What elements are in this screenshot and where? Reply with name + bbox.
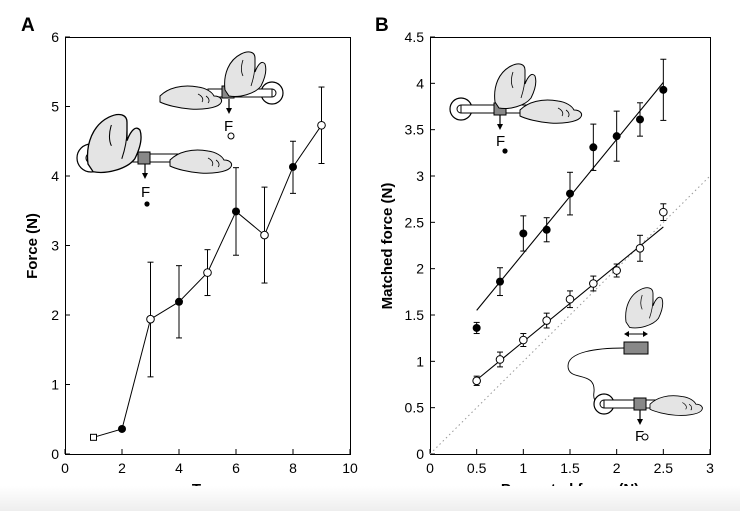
panel-b-series-2-point — [565, 294, 575, 304]
bottom-fade — [0, 486, 740, 511]
panel-a-illustration-1: F — [159, 51, 284, 140]
panel-b-series-1-point — [566, 189, 574, 198]
force-label: F — [224, 118, 233, 135]
panel-b-x-tick-label: 1.5 — [560, 460, 580, 476]
panel-a-x-tick-label: 0 — [61, 460, 69, 476]
panel-a-point — [317, 120, 326, 130]
panel-a-y-tick-label: 4 — [51, 168, 59, 184]
panel-a-x-tick-label: 10 — [342, 460, 358, 476]
panel-b-series-1-point — [636, 115, 644, 124]
hand-top-icon — [86, 113, 142, 174]
panel-b-series-2-point — [519, 335, 528, 345]
open-marker-icon — [227, 132, 235, 140]
panel-b-series-1-point — [659, 85, 668, 94]
panel-b-x-tick-label: 2.5 — [654, 460, 674, 476]
panel-b-series-1-point — [589, 143, 598, 152]
panel-b-frame — [430, 37, 711, 455]
sensor-block-icon — [137, 151, 151, 165]
panel-b-reference-line — [429, 175, 711, 455]
panel-a-x-tick-label: 6 — [232, 460, 240, 476]
panel-b-x-tick-label: 0 — [426, 460, 434, 476]
panel-b-series-1-point — [519, 229, 528, 238]
panel-a-y-tick-label: 6 — [51, 29, 59, 45]
panel-b-y-tick-label: 2 — [416, 261, 424, 277]
panel-a-point — [203, 268, 212, 277]
panel-b-illustration-1: F — [449, 63, 583, 154]
panel-b-y-tick-label: 4 — [416, 75, 424, 91]
panel-a-illustration-2: F — [76, 113, 233, 207]
panel-b-series-2-point — [635, 243, 645, 253]
open-marker-icon — [641, 433, 649, 441]
filled-marker-icon — [502, 148, 508, 154]
panel-b-series-2-point — [612, 266, 621, 275]
panel-a-x-tick-label: 4 — [175, 460, 183, 476]
panel-b-series-2-point — [472, 376, 481, 386]
panel-a-label: A — [21, 15, 35, 36]
panel-a-y-tick-label: 2 — [51, 307, 59, 323]
panel-b-x-tick-label: 0.5 — [467, 460, 487, 476]
panel-b-x-tick-label: 2 — [613, 460, 621, 476]
filled-marker-icon — [144, 201, 150, 207]
panel-b-y-tick-label: 1 — [416, 353, 424, 369]
panel-a-x-tick-label: 2 — [118, 460, 126, 476]
hand-side-icon — [519, 99, 583, 124]
panel-a-point — [175, 297, 183, 306]
panel-a-point — [260, 230, 269, 240]
panel-b-y-tick-label: 3 — [416, 168, 424, 184]
panel-a-point — [289, 162, 297, 171]
panel-b-y-tick-label: 1.5 — [405, 307, 425, 323]
panel-b-ticks — [429, 36, 711, 455]
force-label: F — [496, 133, 505, 150]
panel-a-y-tick-label: 0 — [51, 446, 59, 462]
panel-a-series — [90, 86, 326, 441]
panel-a-point — [90, 433, 97, 441]
panel-b-illustration-2: F — [567, 287, 703, 445]
force-label: F — [141, 184, 150, 201]
panel-b-series-2-point — [495, 355, 505, 364]
panel-a-tick-labels: 0 2 4 6 8 10 0 1 2 3 4 5 6 — [51, 29, 358, 476]
panel-a-y-tick-label: 5 — [51, 99, 59, 115]
hand-side-icon — [649, 395, 703, 416]
panel-b-identity-line — [429, 175, 711, 455]
panel-b-y-tick-label: 3.5 — [405, 122, 425, 138]
panel-a-y-tick-label: 3 — [51, 238, 59, 254]
panel-b-y-tick-label: 0 — [416, 446, 424, 462]
panel-a-ticks — [64, 36, 351, 455]
panel-b-label: B — [375, 15, 389, 36]
panel-b-y-tick-label: 2.5 — [405, 214, 425, 230]
panel-b-tick-labels: 0 0.5 1 1.5 2 2.5 3 0 0.5 1 1.5 2 2.5 3 3.5 4 4.5 — [405, 29, 715, 476]
panel-b-series-1-point — [542, 225, 551, 234]
force-label: F — [635, 428, 644, 445]
panel-b-series-2-point — [659, 207, 668, 217]
hand-top-icon — [625, 287, 664, 329]
panel-a-point — [118, 424, 126, 433]
panel-a-y-axis-title: Force (N) — [24, 213, 41, 279]
sensor-block-icon — [633, 397, 647, 411]
panel-b-x-tick-label: 3 — [706, 460, 714, 476]
panel-b-series-1-point — [612, 132, 621, 141]
panel-b-series-1-point — [496, 277, 504, 286]
panel-b-y-tick-label: 4.5 — [405, 29, 425, 45]
panel-b-series-1-point — [472, 323, 481, 332]
hand-top-icon — [494, 63, 537, 110]
panel-b-series — [472, 58, 668, 386]
panel-a-x-tick-label: 8 — [289, 460, 297, 476]
panel-a-point — [146, 314, 155, 324]
panel-b-series-2-point — [589, 279, 598, 288]
panel-b-y-tick-label: 0.5 — [405, 400, 425, 416]
sensor-block-icon — [623, 341, 649, 355]
panel-a-point — [232, 207, 240, 216]
panel-b-y-axis-title: Matched force (N) — [379, 183, 396, 310]
hand-side-icon — [169, 149, 233, 174]
panel-b-x-tick-label: 1 — [519, 460, 527, 476]
panel-b-series-2-point — [542, 316, 551, 325]
cable-icon — [567, 347, 625, 405]
panel-a-y-tick-label: 1 — [51, 377, 59, 393]
